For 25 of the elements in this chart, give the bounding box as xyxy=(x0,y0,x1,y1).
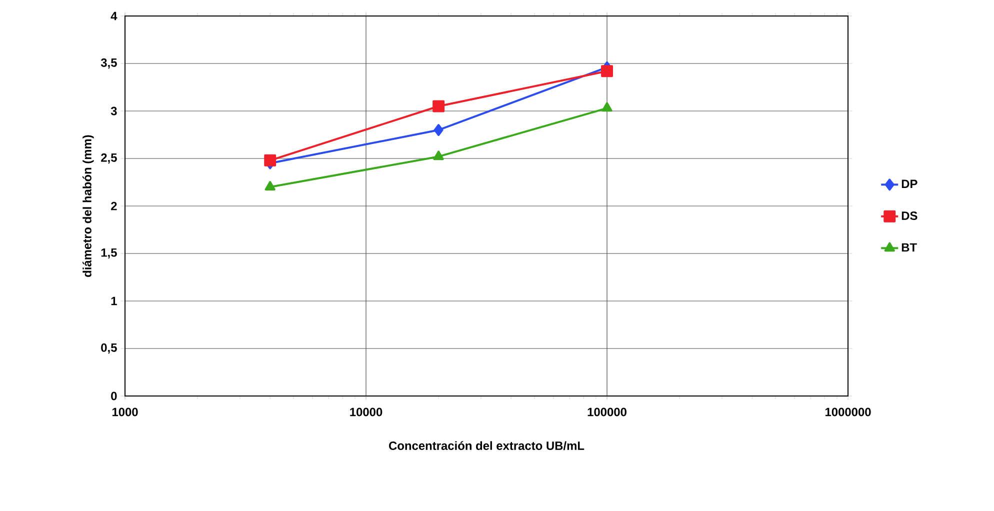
legend-label: BT xyxy=(902,243,917,252)
y-tick-label: 0,5 xyxy=(101,343,117,354)
point xyxy=(434,124,444,136)
y-tick-label: 2,5 xyxy=(101,153,117,164)
point xyxy=(432,100,445,112)
point xyxy=(602,102,612,112)
y-tick-label: 3 xyxy=(110,106,117,116)
x-tick-label: 10000 xyxy=(350,408,382,416)
y-axis-title: diámetro del habón (mm) xyxy=(82,135,94,277)
x-tick-label: 1000000 xyxy=(825,408,871,416)
point xyxy=(433,150,444,160)
y-tick-label: 1 xyxy=(111,296,117,306)
y-tick-label: 1,5 xyxy=(101,248,117,259)
x-tick-label: 1000 xyxy=(112,408,138,416)
y-tick-label: 3,5 xyxy=(100,58,117,69)
point xyxy=(264,154,276,166)
point xyxy=(264,181,276,190)
y-tick-label: 4 xyxy=(110,12,118,20)
legend-label: DS xyxy=(902,211,918,220)
y-tick-label: 0 xyxy=(111,392,117,400)
legend-label: DP xyxy=(902,180,918,188)
x-tick-label: 100000 xyxy=(588,408,626,416)
x-axis-title: Concentración del extracto UB/mL xyxy=(389,441,584,450)
y-tick-label: 2 xyxy=(111,202,117,210)
point xyxy=(601,65,613,78)
